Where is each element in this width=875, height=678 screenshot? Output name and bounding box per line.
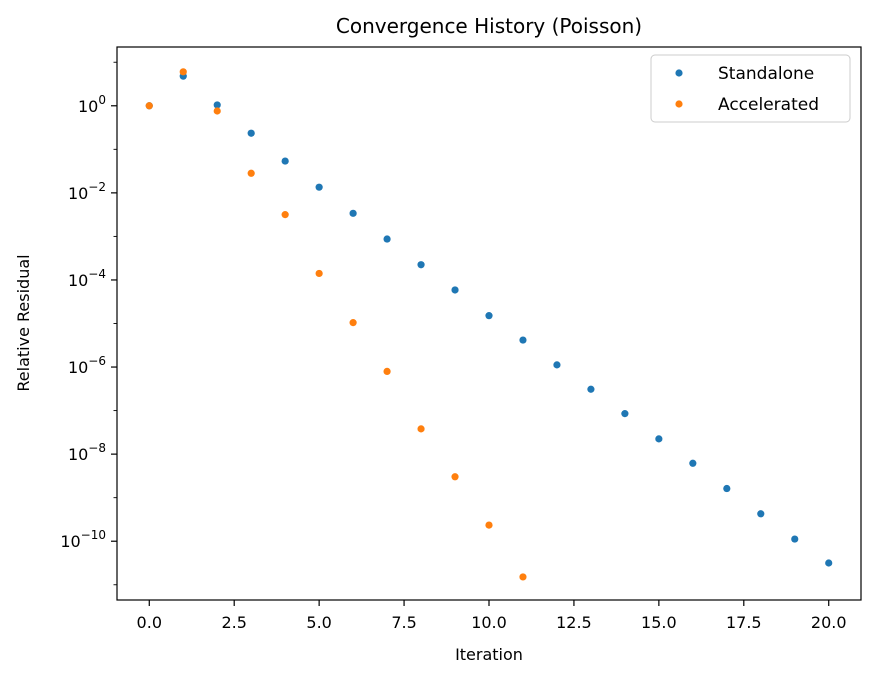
- accelerated-point: [485, 521, 493, 529]
- data-points: [145, 68, 833, 581]
- x-tick-label: 17.5: [726, 613, 762, 632]
- standalone-point: [451, 286, 459, 294]
- y-tick-label: 10−4: [68, 267, 106, 290]
- standalone-point: [825, 559, 833, 567]
- accelerated-point: [519, 573, 527, 581]
- accelerated-point: [213, 107, 221, 115]
- legend: Standalone Accelerated: [650, 54, 851, 123]
- y-axis-label: Relative Residual: [14, 254, 33, 391]
- y-tick-label: 10−2: [68, 180, 106, 203]
- accelerated-point: [145, 102, 153, 110]
- x-tick-label: 2.5: [221, 613, 246, 632]
- accelerated-point: [383, 367, 391, 375]
- standalone-point: [587, 385, 595, 393]
- series-accelerated: [145, 68, 527, 581]
- accelerated-point: [247, 169, 255, 177]
- x-tick-label: 20.0: [811, 613, 847, 632]
- standalone-point: [383, 235, 391, 243]
- x-tick-label: 10.0: [471, 613, 507, 632]
- y-tick-label: 10−6: [68, 354, 106, 377]
- accelerated-point: [179, 68, 187, 76]
- standalone-point: [553, 361, 561, 369]
- standalone-point: [621, 410, 629, 418]
- accelerated-point: [451, 473, 459, 481]
- plot-frame: [116, 46, 862, 601]
- standalone-point: [723, 484, 731, 493]
- x-tick-label: 5.0: [306, 613, 331, 632]
- chart-title: Convergence History (Poisson): [336, 14, 642, 38]
- x-axis-ticks: 0.0 2.5 5.0 7.5 10.0 12.5 15.0 17.5 20.0: [137, 600, 847, 632]
- standalone-point: [519, 336, 527, 344]
- standalone-point: [791, 535, 799, 543]
- accelerated-point: [281, 211, 289, 219]
- standalone-point: [247, 129, 255, 137]
- standalone-point: [655, 435, 663, 443]
- legend-marker-accelerated: [675, 100, 683, 108]
- legend-label-standalone: Standalone: [718, 64, 814, 84]
- standalone-point: [213, 101, 221, 109]
- y-tick-label: 100: [78, 93, 106, 116]
- standalone-point: [315, 183, 323, 191]
- standalone-point: [417, 261, 425, 269]
- x-tick-label: 0.0: [137, 613, 162, 632]
- standalone-point: [757, 510, 765, 518]
- accelerated-point: [349, 319, 357, 327]
- x-tick-label: 7.5: [391, 613, 416, 632]
- y-tick-label: 10−10: [60, 528, 106, 551]
- x-tick-label: 12.5: [556, 613, 592, 632]
- standalone-point: [485, 312, 493, 320]
- legend-box: [650, 54, 851, 123]
- standalone-point: [281, 157, 289, 165]
- standalone-point: [349, 209, 357, 217]
- x-tick-label: 15.0: [641, 613, 677, 632]
- y-axis-ticks: 100 10−2 10−4 10−6 10−8 10−10: [60, 61, 117, 586]
- legend-marker-standalone: [675, 69, 683, 77]
- legend-label-accelerated: Accelerated: [718, 95, 819, 115]
- standalone-point: [689, 459, 697, 467]
- x-axis-label: Iteration: [455, 645, 523, 664]
- accelerated-point: [417, 425, 425, 433]
- y-tick-label: 10−8: [68, 441, 106, 464]
- accelerated-point: [315, 269, 323, 278]
